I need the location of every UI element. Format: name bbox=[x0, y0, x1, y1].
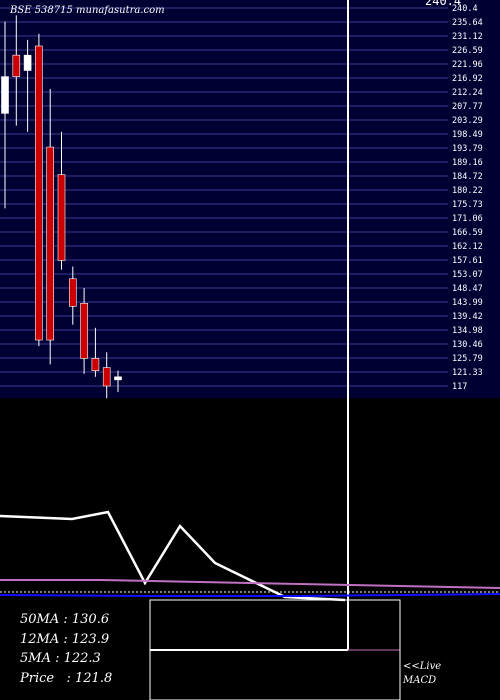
moving-average-panel: 50MA : 130.6 12MA : 123.9 5MA : 122.3 Pr… bbox=[20, 610, 112, 688]
price-tick-label: 240.4 bbox=[452, 4, 478, 14]
price-tick-label: 121.33 bbox=[452, 368, 483, 378]
price-tick-label: 221.96 bbox=[452, 60, 483, 70]
price-panel-background bbox=[0, 0, 500, 398]
price-tick-label: 162.12 bbox=[452, 242, 483, 252]
price-tick-label: 143.99 bbox=[452, 298, 483, 308]
bearish-candle bbox=[12, 54, 21, 77]
ma12-value: 12MA : 123.9 bbox=[20, 631, 110, 647]
bearish-candle bbox=[57, 174, 66, 261]
macd-text: MACD bbox=[403, 675, 437, 686]
bearish-candle bbox=[69, 278, 77, 307]
price-tick-label: 153.07 bbox=[452, 270, 483, 280]
ma-purple-line bbox=[0, 579, 500, 589]
ma-blue-line bbox=[0, 593, 500, 597]
top-price-label: 240.4 bbox=[425, 0, 462, 8]
bullish-candle bbox=[23, 54, 32, 71]
price-tick-label: 226.59 bbox=[452, 46, 483, 56]
price-tick-label: 148.47 bbox=[452, 284, 483, 294]
bearish-candle bbox=[80, 302, 88, 359]
price-tick-label: 235.64 bbox=[452, 18, 483, 28]
price-tick-label: 184.72 bbox=[452, 172, 483, 182]
ma-white-line bbox=[0, 510, 346, 602]
price-tick-label: 125.79 bbox=[452, 354, 483, 364]
price-tick-label: 134.98 bbox=[452, 326, 483, 336]
bearish-candle bbox=[91, 358, 100, 371]
ma5-value: 5MA : 122.3 bbox=[20, 651, 101, 666]
price-tick-label: 203.29 bbox=[452, 116, 483, 126]
price-tick-label: 193.79 bbox=[452, 144, 483, 154]
price-tick-label: 157.61 bbox=[452, 256, 483, 266]
price-tick-label: 198.49 bbox=[452, 130, 483, 140]
ma50-value: 50MA : 130.6 bbox=[20, 612, 110, 627]
price-tick-label: 171.06 bbox=[452, 214, 483, 224]
price-tick-label: 189.16 bbox=[452, 158, 483, 168]
price-tick-label: 139.42 bbox=[452, 312, 483, 322]
price-tick-label: 166.59 bbox=[452, 228, 483, 238]
live-macd-link[interactable]: <<Live MACD bbox=[403, 660, 441, 688]
bearish-candle bbox=[35, 45, 43, 341]
bullish-candle bbox=[1, 76, 9, 114]
price-tick-label: 212.24 bbox=[452, 88, 483, 98]
bearish-candle bbox=[102, 367, 111, 387]
price-tick-label: 216.92 bbox=[452, 74, 483, 84]
price-tick-label: 130.46 bbox=[452, 340, 483, 350]
price-tick-label: 175.73 bbox=[452, 200, 483, 210]
price-tick-label: 207.77 bbox=[452, 102, 483, 112]
macd-live-text: <<Live bbox=[403, 661, 442, 672]
price-tick-label: 180.22 bbox=[452, 186, 483, 196]
price-value: Price : 121.8 bbox=[20, 670, 113, 686]
price-tick-label: 231.12 bbox=[452, 32, 483, 42]
price-tick-label: 117 bbox=[452, 382, 467, 392]
chart-watermark: BSE 538715 munafasutra.com bbox=[10, 5, 165, 16]
bearish-candle bbox=[46, 146, 55, 341]
bullish-candle bbox=[114, 376, 122, 381]
